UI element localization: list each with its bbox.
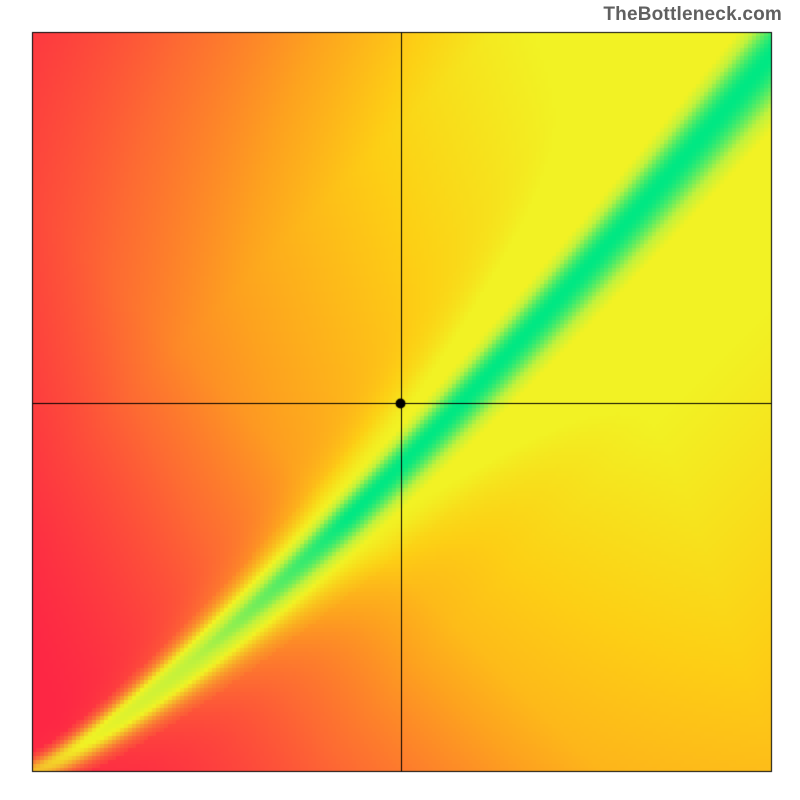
attribution-label: TheBottleneck.com [603, 4, 782, 26]
bottleneck-heatmap [0, 0, 800, 800]
